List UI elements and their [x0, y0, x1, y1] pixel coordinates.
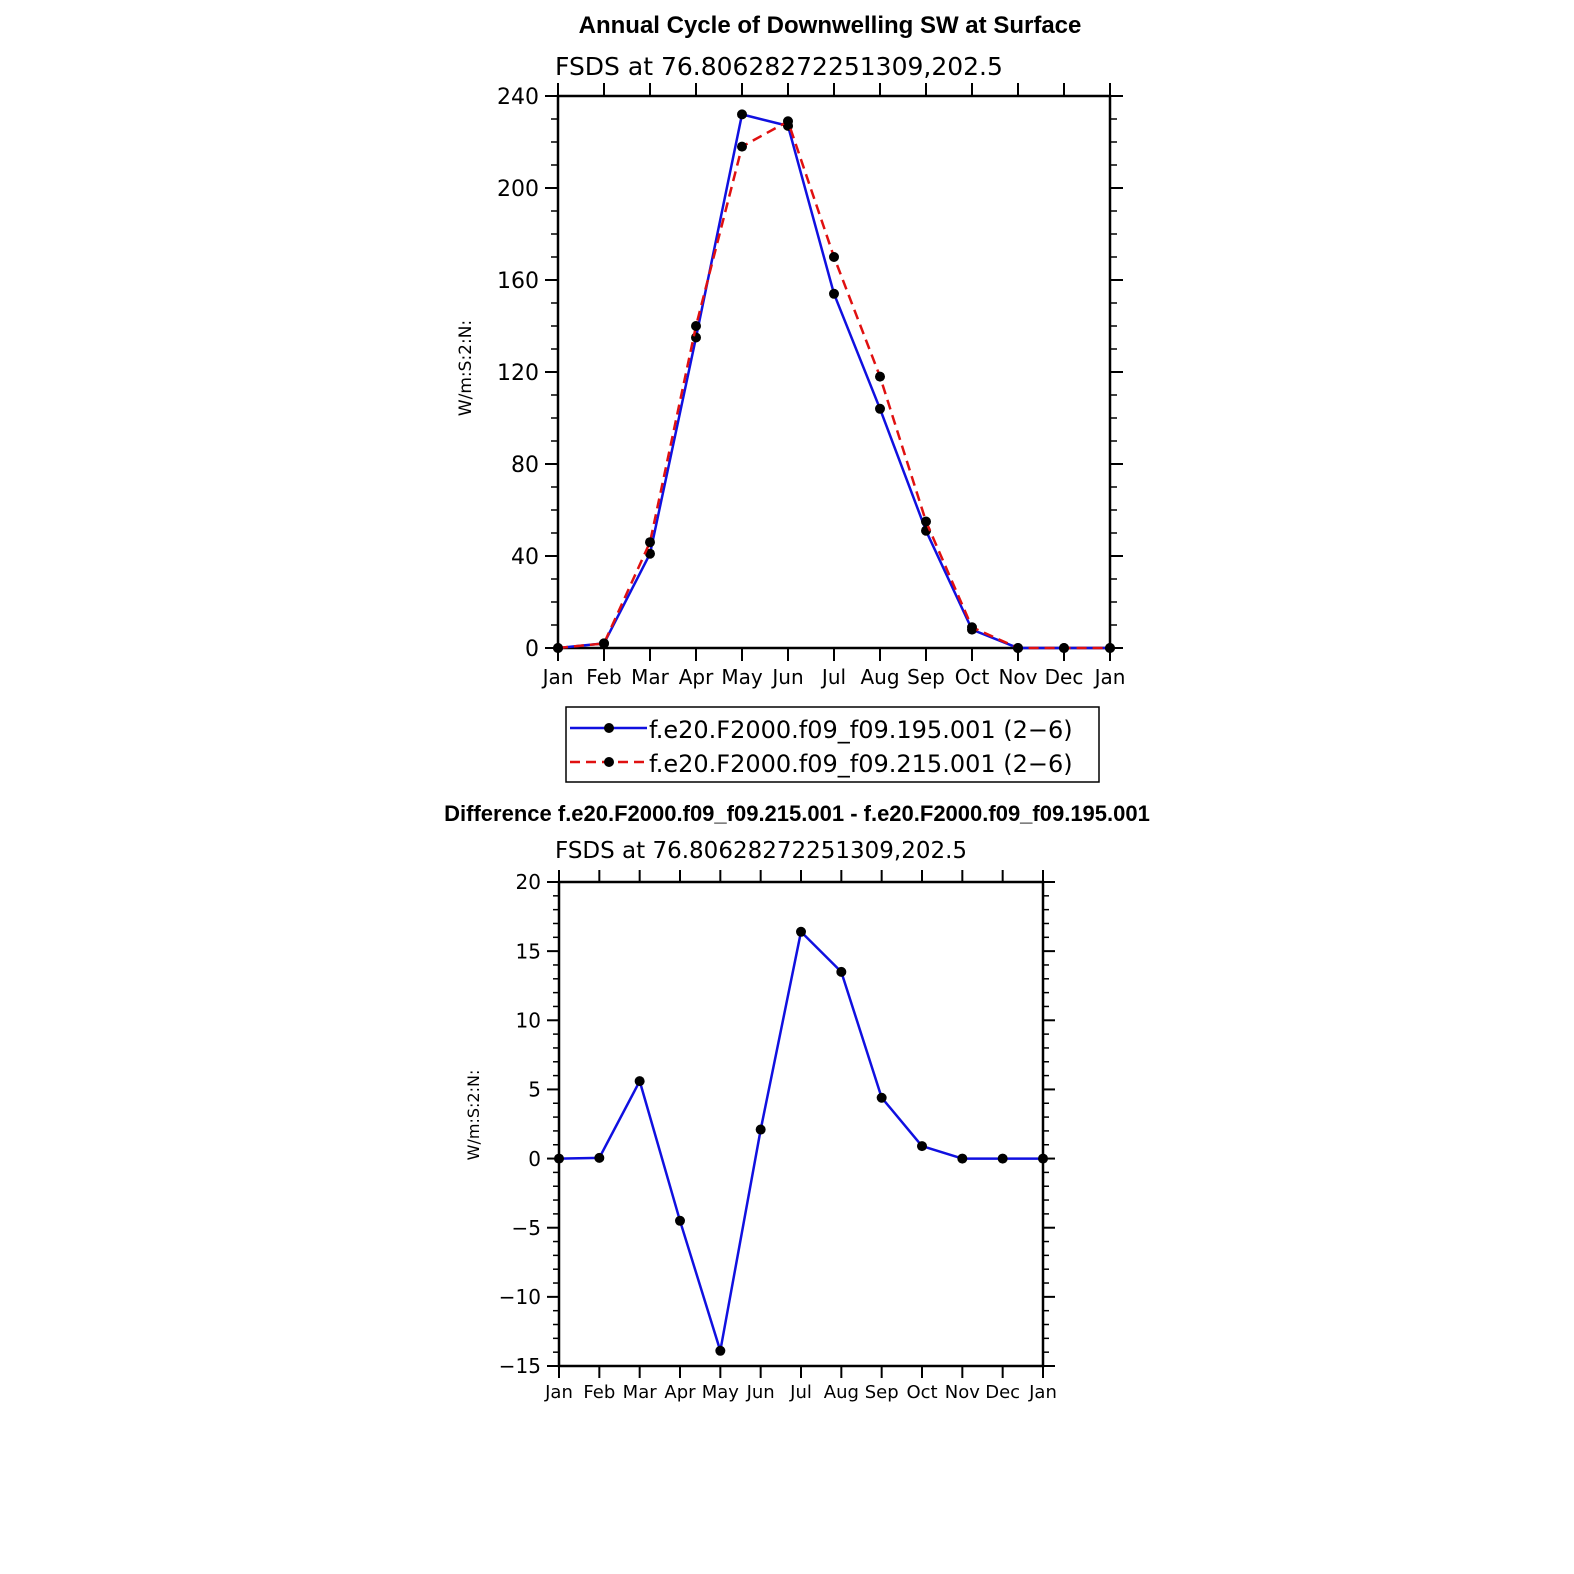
data-point [829, 252, 839, 262]
x-tick-label: Dec [1045, 665, 1084, 689]
y-tick-label: 40 [511, 545, 539, 570]
plot-frame [557, 880, 1045, 1368]
x-tick-label: Aug [860, 665, 899, 689]
y-tick-label: 0 [528, 1147, 541, 1171]
data-point [875, 403, 885, 414]
y-tick-label: 20 [516, 870, 541, 894]
x-tick-label: Nov [945, 1382, 980, 1403]
x-tick-label: May [702, 1382, 740, 1403]
y-tick-label: 160 [497, 269, 539, 294]
data-point [691, 321, 701, 331]
data-point [997, 1153, 1008, 1164]
y-tick-label: 0 [525, 637, 539, 662]
x-tick-label: Jan [541, 665, 574, 689]
y-axis-label: W/m:S:2:N: [456, 320, 476, 416]
y-tick-label: 200 [497, 177, 539, 202]
data-point [691, 332, 701, 343]
x-tick-label: Jul [820, 665, 846, 689]
x-tick-label: Oct [906, 1382, 937, 1403]
data-point [645, 537, 655, 548]
data-point [715, 1345, 726, 1356]
legend-marker-series-b [604, 757, 614, 767]
data-point [783, 116, 793, 127]
x-tick-label: Jun [770, 665, 803, 689]
x-tick-label: Sep [865, 1382, 899, 1403]
data-point [599, 638, 609, 649]
data-point [675, 1215, 685, 1226]
annual-cycle-chart: Annual Cycle of Downwelling SW at Surfac… [456, 12, 1125, 689]
legend: f.e20.F2000.f09_f09.195.001 (2−6) f.e20.… [565, 706, 1100, 783]
y-tick-label: 15 [516, 939, 541, 963]
chart-subtitle: FSDS at 76.80628272251309,202.5 [555, 838, 967, 864]
y-tick-label: −15 [499, 1354, 541, 1378]
y-tick-label: 5 [528, 1078, 541, 1102]
data-point [917, 1141, 927, 1152]
data-point [594, 1152, 605, 1163]
data-point [836, 966, 847, 977]
x-tick-label: May [721, 665, 763, 689]
legend-marker-series-a [604, 723, 614, 733]
y-axis-label: W/m:S:2:N: [464, 1070, 483, 1161]
chart-subtitle: FSDS at 76.80628272251309,202.5 [555, 52, 1003, 81]
x-tick-label: Apr [664, 1382, 696, 1403]
data-point [634, 1076, 645, 1087]
x-tick-label: Feb [586, 665, 621, 689]
y-tick-label: −10 [499, 1285, 541, 1309]
data-point [645, 548, 655, 559]
data-point [755, 1124, 766, 1135]
chart-title: Difference f.e20.F2000.f09_f09.215.001 -… [444, 801, 1150, 826]
y-tick-label: 120 [497, 361, 539, 386]
y-tick-label: 80 [511, 453, 539, 478]
x-tick-label: Jun [746, 1382, 775, 1403]
x-tick-label: Mar [631, 665, 670, 689]
legend-label-series-a: f.e20.F2000.f09_f09.195.001 (2−6) [649, 716, 1073, 744]
x-tick-label: Feb [583, 1382, 615, 1403]
x-tick-label: Jan [1028, 1382, 1057, 1403]
data-point [921, 516, 931, 527]
x-tick-label: Nov [998, 665, 1037, 689]
x-tick-label: Dec [985, 1382, 1020, 1403]
y-tick-label: 240 [497, 85, 539, 110]
y-tick-label: 10 [516, 1008, 541, 1032]
data-point [737, 141, 747, 152]
legend-box [565, 706, 1100, 783]
series-line-a [558, 930, 1043, 1353]
data-point [829, 288, 839, 299]
data-point [957, 1153, 968, 1164]
data-point [737, 109, 747, 120]
x-tick-label: Mar [623, 1382, 658, 1403]
x-tick-label: Oct [955, 665, 990, 689]
data-point [875, 371, 885, 382]
x-tick-label: Jul [789, 1382, 812, 1403]
x-tick-label: Apr [679, 665, 714, 689]
x-tick-label: Sep [907, 665, 945, 689]
difference-chart: Difference f.e20.F2000.f09_f09.215.001 -… [444, 801, 1150, 1403]
series-line-a [557, 113, 1110, 650]
x-tick-label: Jan [544, 1382, 573, 1403]
legend-label-series-b: f.e20.F2000.f09_f09.215.001 (2−6) [649, 750, 1073, 778]
x-tick-label: Jan [1093, 665, 1126, 689]
data-point [796, 926, 806, 937]
data-point [876, 1092, 887, 1103]
data-point [967, 622, 977, 633]
y-tick-label: −5 [512, 1216, 541, 1240]
chart-title: Annual Cycle of Downwelling SW at Surfac… [579, 12, 1082, 39]
x-tick-label: Aug [824, 1382, 859, 1403]
